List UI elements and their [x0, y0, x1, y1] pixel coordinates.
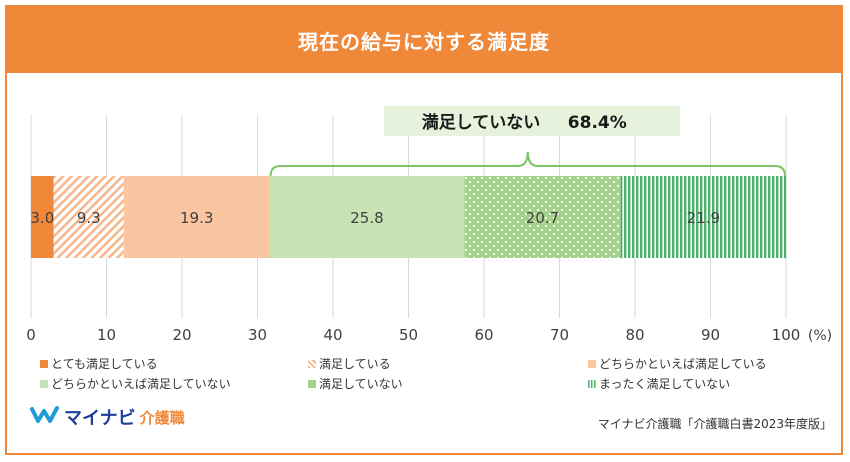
bar-segment	[620, 176, 786, 258]
x-tick-label: 60	[474, 326, 493, 344]
legend-item: どちらかといえば満足している	[588, 355, 767, 372]
legend-swatch	[308, 359, 316, 368]
bar-segment	[31, 176, 54, 258]
legend-item: とても満足している	[40, 355, 158, 372]
legend-item: まったく満足していない	[588, 375, 730, 392]
legend-label: 満足している	[319, 357, 391, 371]
chart-title-banner: 現在の給与に対する満足度	[7, 7, 841, 73]
mynavi-logo-icon	[30, 405, 60, 430]
x-tick-label: 50	[399, 326, 418, 344]
bar-segment	[464, 176, 621, 258]
annotation-brace	[269, 151, 786, 177]
legend-item: どちらかといえば満足していない	[40, 375, 231, 392]
legend-label: とても満足している	[51, 357, 158, 371]
bar-value-label: 9.3	[77, 209, 101, 227]
chart-legend: とても満足している 満足している どちらかといえば満足しているどちらかといえば満足し…	[40, 355, 820, 395]
x-tick-label: 40	[323, 326, 342, 344]
logo-subtext: 介護職	[139, 408, 185, 427]
bar-value-label: 21.9	[687, 209, 720, 227]
chart-title: 現在の給与に対する満足度	[298, 29, 550, 54]
legend-swatch	[588, 379, 596, 388]
bar-value-label: 25.8	[350, 209, 383, 227]
logo-text: マイナビ	[64, 408, 136, 429]
legend-label: どちらかといえば満足していない	[51, 377, 231, 391]
annotation-label: 満足していない	[422, 112, 541, 133]
bar-value-label: 20.7	[526, 209, 559, 227]
bar-segment	[269, 176, 465, 258]
x-tick-label: 0	[26, 326, 36, 344]
bar-segment	[53, 176, 124, 258]
legend-swatch	[40, 379, 48, 388]
x-tick-label: 70	[550, 326, 569, 344]
x-tick-label: 20	[172, 326, 191, 344]
legend-swatch	[308, 379, 316, 388]
annotation-value: 68.4%	[568, 113, 627, 133]
x-tick-label: 80	[625, 326, 644, 344]
bar-value-label: 19.3	[180, 209, 213, 227]
legend-swatch	[40, 359, 48, 368]
source-note: マイナビ介護職「介護職白書2023年度版」	[597, 417, 832, 431]
legend-swatch	[588, 359, 596, 368]
x-axis-unit: (%)	[808, 328, 832, 344]
mynavi-logo: マイナビ 介護職	[30, 404, 185, 430]
x-tick-label: 30	[248, 326, 267, 344]
legend-item: 満足している	[308, 355, 391, 372]
bar-segment	[123, 176, 270, 258]
x-tick-label: 10	[97, 326, 116, 344]
legend-item: 満足していない	[308, 375, 403, 392]
x-tick-label: 100	[772, 326, 801, 344]
legend-label: どちらかといえば満足している	[599, 357, 767, 371]
x-tick-label: 90	[701, 326, 720, 344]
annotation-box	[383, 106, 680, 136]
legend-label: 満足していない	[319, 377, 403, 391]
bar-value-label: 3.0	[30, 209, 54, 227]
legend-label: まったく満足していない	[599, 377, 731, 391]
